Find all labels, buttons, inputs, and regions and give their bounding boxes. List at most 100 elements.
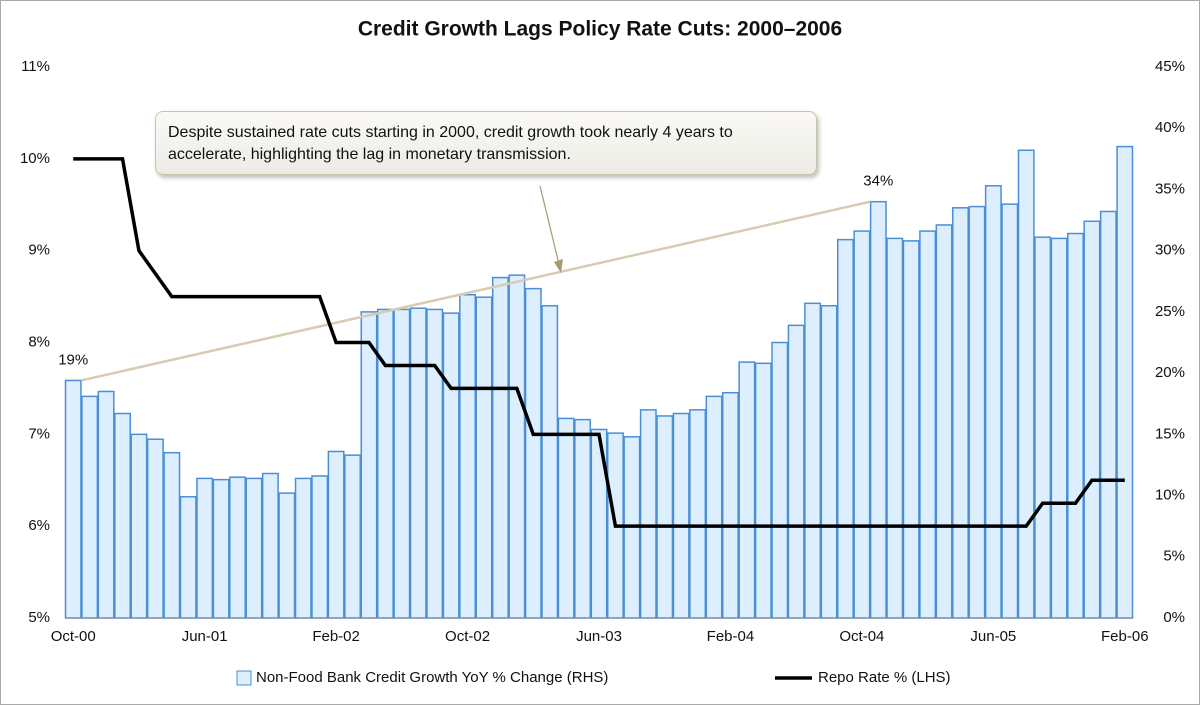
- annotation: Despite sustained rate cuts starting in …: [155, 111, 817, 175]
- y2-tick-label: 15%: [1155, 425, 1185, 442]
- bar: [869, 200, 887, 619]
- x-tick-label: Feb-02: [312, 628, 360, 645]
- bar: [1050, 237, 1068, 619]
- bar: [886, 237, 904, 619]
- bar: [360, 311, 378, 619]
- bar: [114, 412, 131, 619]
- y2-tick-label: 35%: [1155, 180, 1185, 197]
- y-tick-label: 5%: [28, 609, 50, 626]
- bar: [804, 302, 822, 619]
- bar: [919, 230, 937, 619]
- bar: [1034, 236, 1052, 619]
- y2-tick-label: 40%: [1155, 119, 1185, 136]
- bar: [968, 205, 986, 619]
- y2-tick-label: 10%: [1155, 487, 1185, 504]
- bar: [229, 476, 246, 619]
- y-tick-label: 8%: [28, 333, 50, 350]
- bar: [294, 477, 312, 619]
- bar: [491, 276, 509, 619]
- bar: [196, 477, 214, 619]
- x-tick-label: Jun-03: [576, 628, 622, 645]
- bar: [409, 307, 427, 619]
- bar: [952, 207, 969, 619]
- y2-tick-label: 0%: [1163, 609, 1185, 626]
- bar: [327, 450, 345, 619]
- bar: [212, 478, 230, 619]
- y-tick-label: 10%: [20, 150, 50, 167]
- y2-tick-label: 5%: [1163, 548, 1185, 565]
- bar: [902, 240, 920, 619]
- bar: [508, 274, 526, 619]
- y2-tick-label: 20%: [1155, 364, 1185, 381]
- y-tick-label: 11%: [21, 58, 50, 75]
- x-tick-label: Feb-04: [707, 628, 755, 645]
- x-tick-label: Jun-01: [182, 628, 228, 645]
- bar: [245, 477, 263, 619]
- y2-tick-label: 30%: [1155, 242, 1185, 259]
- trend-line: [80, 200, 871, 382]
- bar: [541, 305, 559, 619]
- line: [73, 157, 1125, 528]
- arrow: [539, 185, 560, 265]
- bar: [179, 496, 197, 619]
- bar: [836, 238, 854, 619]
- bar: [97, 390, 115, 619]
- bar: [574, 418, 592, 619]
- bar: [656, 415, 674, 619]
- bar: [1067, 232, 1084, 619]
- bar: [64, 379, 82, 619]
- x-tick-label: Oct-04: [839, 628, 884, 645]
- bar: [721, 391, 739, 619]
- bar: [935, 224, 953, 619]
- bar: [689, 409, 707, 619]
- bar: [163, 451, 181, 619]
- bar: [639, 409, 657, 619]
- bar: [459, 293, 477, 619]
- bar: [787, 324, 805, 619]
- chart-title: Credit Growth Lags Policy Rate Cuts: 200…: [358, 18, 842, 41]
- bar: [426, 308, 444, 619]
- bar: [738, 361, 756, 619]
- y2-tick-label: 25%: [1155, 303, 1185, 320]
- bar: [984, 185, 1002, 619]
- bar: [754, 362, 772, 619]
- bar: [393, 308, 411, 619]
- bar: [672, 412, 690, 619]
- bar: [557, 417, 575, 619]
- legend-label: Repo Rate % (LHS): [818, 669, 951, 686]
- bar: [344, 454, 362, 619]
- bar: [705, 395, 723, 619]
- y-tick-label: 9%: [28, 242, 50, 259]
- y-tick-label: 7%: [28, 425, 50, 442]
- bar: [820, 305, 838, 619]
- bar: [311, 475, 329, 619]
- bar: [81, 395, 99, 619]
- y-tick-label: 6%: [28, 517, 50, 534]
- bar: [524, 287, 542, 619]
- bar: [771, 341, 789, 619]
- bar: [1083, 220, 1101, 619]
- bar: [853, 230, 871, 619]
- bar: [1099, 210, 1117, 619]
- bar: [1116, 145, 1134, 619]
- legend-label: Non-Food Bank Credit Growth YoY % Change…: [256, 669, 608, 686]
- x-tick-label: Oct-02: [445, 628, 490, 645]
- legend-swatch: [236, 670, 252, 686]
- x-tick-label: Oct-00: [51, 628, 96, 645]
- bar: [146, 438, 164, 619]
- bar: [261, 472, 279, 619]
- x-tick-label: Feb-06: [1101, 628, 1149, 645]
- data-label: 34%: [863, 173, 893, 190]
- x-tick-label: Jun-05: [970, 628, 1016, 645]
- y2-tick-label: 45%: [1155, 58, 1185, 75]
- bar: [1017, 149, 1035, 619]
- bar: [442, 312, 460, 619]
- bar: [475, 296, 493, 619]
- bar: [130, 433, 148, 619]
- data-label: 19%: [58, 351, 88, 368]
- bar: [278, 492, 296, 619]
- bar: [1001, 203, 1019, 619]
- arrow-head: [554, 259, 563, 273]
